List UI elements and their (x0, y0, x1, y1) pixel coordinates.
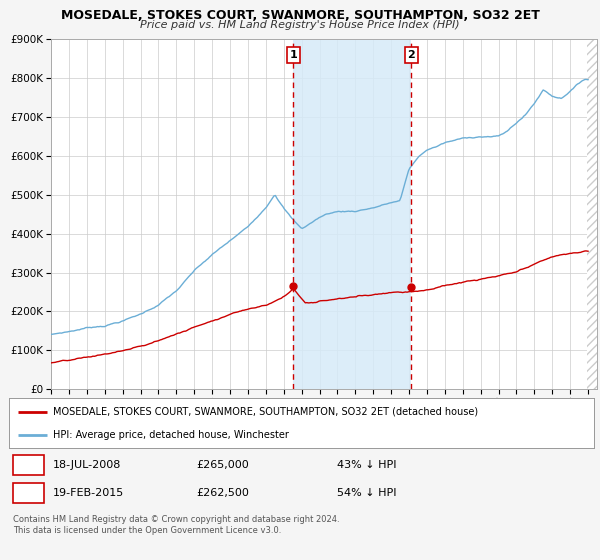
Text: 19-FEB-2015: 19-FEB-2015 (53, 488, 124, 498)
Text: MOSEDALE, STOKES COURT, SWANMORE, SOUTHAMPTON, SO32 2ET: MOSEDALE, STOKES COURT, SWANMORE, SOUTHA… (61, 9, 539, 22)
Bar (293, 39, 411, 389)
FancyBboxPatch shape (13, 455, 44, 475)
Text: 1: 1 (25, 460, 32, 470)
Text: 2: 2 (407, 50, 415, 60)
Text: MOSEDALE, STOKES COURT, SWANMORE, SOUTHAMPTON, SO32 2ET (detached house): MOSEDALE, STOKES COURT, SWANMORE, SOUTHA… (53, 407, 478, 417)
Text: 54% ↓ HPI: 54% ↓ HPI (337, 488, 396, 498)
Text: 1: 1 (290, 50, 297, 60)
Text: 43% ↓ HPI: 43% ↓ HPI (337, 460, 396, 470)
Text: £265,000: £265,000 (196, 460, 249, 470)
Text: 18-JUL-2008: 18-JUL-2008 (53, 460, 121, 470)
Text: HPI: Average price, detached house, Winchester: HPI: Average price, detached house, Winc… (53, 431, 289, 440)
Text: Price paid vs. HM Land Registry's House Price Index (HPI): Price paid vs. HM Land Registry's House … (140, 20, 460, 30)
Text: £262,500: £262,500 (196, 488, 249, 498)
FancyBboxPatch shape (13, 483, 44, 503)
Text: 2: 2 (25, 488, 32, 498)
Text: Contains HM Land Registry data © Crown copyright and database right 2024.
This d: Contains HM Land Registry data © Crown c… (13, 515, 340, 535)
